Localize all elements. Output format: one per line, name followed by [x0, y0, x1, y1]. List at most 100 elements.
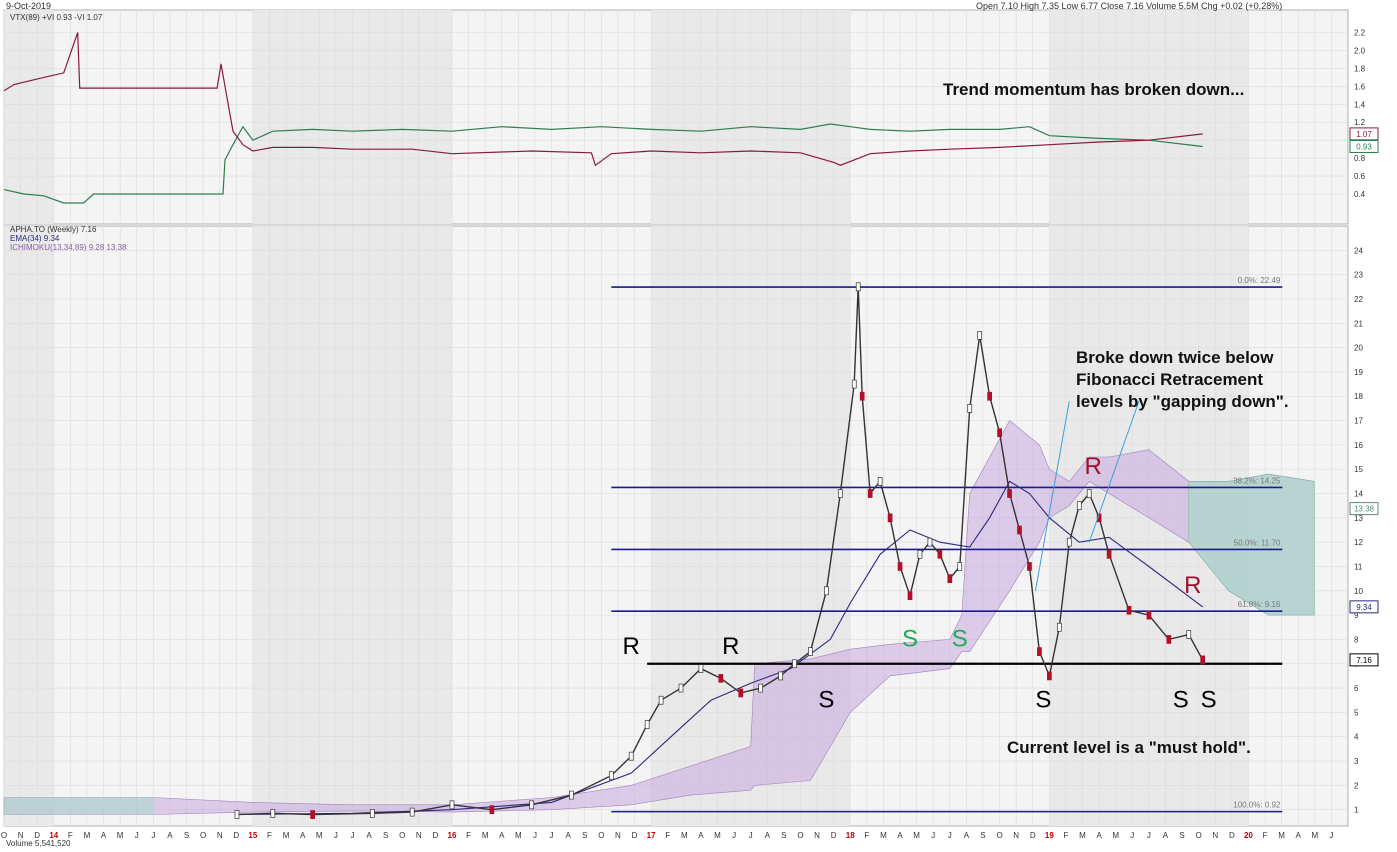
price-candle: [947, 574, 953, 583]
chart-mark-r: R: [1184, 572, 1201, 599]
price-candle: [628, 751, 634, 761]
axis-value-badge-label: 1.07: [1356, 130, 1372, 139]
x-tick-label: A: [897, 831, 903, 840]
price-candle: [808, 647, 813, 656]
x-tick-label: A: [1296, 831, 1302, 840]
price-candle: [1106, 549, 1112, 559]
price-y-tick: 14: [1354, 490, 1363, 499]
x-tick-label: J: [151, 831, 155, 840]
x-tick-label: S: [383, 831, 388, 840]
price-candle: [1186, 630, 1192, 639]
x-tick-label: J: [732, 831, 736, 840]
x-tick-label: M: [515, 831, 522, 840]
price-y-tick: 8: [1354, 635, 1359, 644]
x-tick-label: D: [1229, 831, 1235, 840]
price-candle: [957, 562, 963, 571]
axis-value-badge: [1349, 502, 1379, 516]
x-tick-label: J: [135, 831, 139, 840]
price-candle: [907, 591, 913, 601]
price-candle: [859, 391, 865, 401]
price-candle: [644, 720, 650, 729]
x-tick-label: N: [1013, 831, 1019, 840]
x-tick-label: N: [615, 831, 621, 840]
vortex-y-tick: 2.0: [1354, 46, 1366, 55]
chart-mark-s: S: [902, 626, 918, 653]
x-tick-label: D: [1030, 831, 1036, 840]
x-tick-label: A: [499, 831, 505, 840]
x-tick-label: M: [880, 831, 887, 840]
chart-mark-s: S: [952, 626, 968, 653]
x-tick-label: N: [1212, 831, 1218, 840]
chart-mark-r: R: [722, 633, 739, 660]
ichimoku-cloud-green: [1188, 473, 1315, 616]
vortex-y-tick: 0.6: [1354, 172, 1366, 181]
x-tick-label: J: [1329, 831, 1333, 840]
price-candle: [449, 800, 455, 810]
x-tick-label: 17: [647, 831, 656, 840]
x-tick-label: D: [632, 831, 638, 840]
price-candle: [792, 659, 797, 669]
year-band: [4, 10, 54, 224]
x-tick-label: S: [1179, 831, 1184, 840]
x-tick-label: M: [681, 831, 688, 840]
vortex-y-tick: 2.2: [1354, 28, 1366, 37]
price-candle: [1200, 655, 1206, 665]
price-y-tick: 1: [1354, 806, 1359, 815]
price-y-tick: 4: [1354, 733, 1359, 742]
annotation-broke-line-1: Broke down twice below: [1076, 348, 1274, 367]
chart-mark-s: S: [1035, 687, 1051, 714]
price-y-tick: 17: [1354, 417, 1363, 426]
ema-series-line: [236, 480, 1204, 816]
price-candle: [1047, 671, 1052, 681]
x-tick-label: D: [34, 831, 40, 840]
fib-level-label: 50.0%: 11.70: [1234, 538, 1281, 547]
price-candle: [1056, 622, 1062, 632]
price-y-tick: 19: [1354, 368, 1363, 377]
x-tick-label: 16: [448, 831, 457, 840]
price-candle: [608, 771, 614, 780]
x-tick-label: F: [267, 831, 272, 840]
price-candle: [738, 688, 744, 698]
price-y-tick: 2: [1354, 781, 1359, 790]
x-tick-label: A: [698, 831, 704, 840]
x-tick-label: A: [565, 831, 571, 840]
x-tick-label: M: [316, 831, 323, 840]
axis-value-badge: [1349, 127, 1379, 141]
x-tick-label: A: [964, 831, 970, 840]
price-y-tick: 6: [1354, 684, 1359, 693]
x-tick-label: J: [749, 831, 753, 840]
price-y-tick: 12: [1354, 538, 1363, 547]
x-tick-label: J: [550, 831, 554, 840]
price-y-tick: 9: [1354, 611, 1359, 620]
x-tick-label: O: [797, 831, 803, 840]
price-candle: [758, 683, 764, 693]
x-tick-label: 18: [846, 831, 855, 840]
price-candle: [877, 477, 883, 486]
x-tick-label: N: [217, 831, 223, 840]
x-tick-label: F: [466, 831, 471, 840]
axis-value-badge-label: 7.16: [1356, 656, 1372, 665]
price-candle: [867, 489, 873, 498]
x-tick-label: 20: [1244, 831, 1253, 840]
vortex-y-tick: 0.8: [1354, 154, 1366, 163]
x-tick-label: A: [366, 831, 372, 840]
annotation-broke-line-3: levels by "gapping down".: [1076, 392, 1289, 411]
price-candle: [370, 808, 375, 818]
x-tick-label: M: [1278, 831, 1285, 840]
price-candle: [489, 805, 495, 815]
fib-level-label: 61.8%: 9.16: [1238, 600, 1281, 609]
price-candle: [270, 808, 276, 818]
fib-level-label: 38.2%: 14.25: [1233, 476, 1281, 485]
vortex-y-tick: 0.4: [1354, 190, 1366, 199]
price-candle: [855, 282, 861, 292]
price-candle: [837, 489, 843, 498]
price-candle: [409, 807, 415, 817]
price-legend-ichimoku: ICHIMOKU(13,34,89) 9.28 13.38: [10, 243, 127, 252]
price-y-tick: 23: [1354, 271, 1363, 280]
annotation-broke-line-2: Fibonacci Retracement: [1076, 370, 1263, 389]
x-tick-label: 14: [49, 831, 58, 840]
price-candle: [529, 800, 535, 810]
x-tick-label: J: [334, 831, 338, 840]
vortex-y-tick: 1.6: [1354, 82, 1366, 91]
volume-label: Volume 5,541,520: [6, 839, 71, 847]
